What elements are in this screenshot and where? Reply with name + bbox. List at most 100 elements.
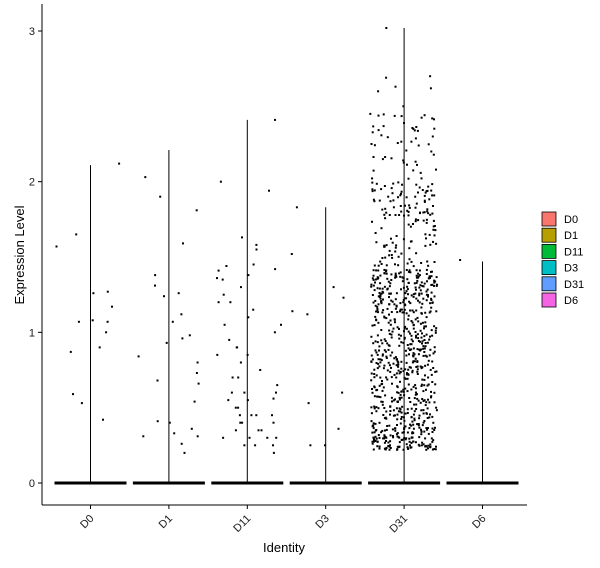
data-point [422, 412, 425, 415]
data-point [425, 448, 428, 451]
data-point [422, 390, 425, 393]
data-point [414, 441, 417, 444]
violin-group-d6 [446, 259, 519, 485]
data-point [411, 321, 414, 324]
data-point [377, 395, 380, 398]
data-point [387, 361, 390, 364]
data-point [421, 302, 424, 305]
data-point [428, 311, 431, 314]
data-point [391, 400, 393, 403]
data-point [412, 355, 415, 358]
data-point [374, 340, 377, 343]
data-point [388, 254, 391, 257]
data-point [428, 416, 431, 419]
data-point [375, 241, 378, 244]
data-point [266, 436, 269, 439]
data-point [402, 388, 405, 391]
y-tick-label: 0 [29, 478, 35, 490]
data-point [385, 410, 388, 413]
data-point [342, 296, 345, 299]
data-point [396, 435, 399, 438]
data-point [414, 286, 417, 289]
data-point [428, 233, 431, 236]
legend-swatch-d31 [541, 276, 557, 292]
data-point [370, 406, 373, 409]
data-point [391, 428, 394, 431]
data-point [422, 409, 425, 412]
data-point [390, 396, 393, 399]
data-point [382, 386, 385, 389]
data-point [380, 359, 383, 362]
x-tick-label: D31 [387, 513, 410, 536]
data-point [142, 435, 145, 438]
data-point [425, 388, 427, 391]
data-point [390, 366, 392, 369]
data-point [431, 360, 434, 363]
data-point [394, 307, 397, 310]
data-point [392, 206, 395, 209]
data-point [384, 207, 387, 210]
data-point [422, 347, 425, 350]
data-point [415, 274, 418, 277]
data-point [425, 273, 428, 275]
data-point [392, 399, 395, 402]
data-point [370, 412, 373, 415]
data-point [421, 424, 424, 427]
data-point [424, 342, 427, 344]
data-point [275, 391, 277, 394]
data-point [408, 437, 411, 440]
data-point [374, 304, 377, 307]
data-point [409, 332, 411, 335]
data-point [399, 205, 402, 207]
data-point [405, 437, 408, 440]
data-point [422, 297, 425, 300]
data-point [400, 396, 403, 399]
data-point [394, 427, 396, 430]
data-point [379, 295, 382, 298]
data-point [402, 448, 405, 451]
data-point [393, 373, 396, 376]
data-point [400, 140, 403, 143]
data-point [399, 308, 402, 311]
data-point [432, 219, 435, 222]
data-point [407, 210, 410, 213]
data-point [423, 211, 426, 214]
data-point [421, 342, 423, 345]
data-point [406, 377, 409, 380]
data-point [409, 302, 412, 305]
data-point [405, 354, 408, 357]
data-point [423, 384, 426, 387]
data-point [407, 223, 410, 226]
data-point [424, 444, 427, 447]
data-point [374, 281, 376, 284]
data-point [415, 336, 417, 339]
data-point [386, 425, 389, 427]
data-point [376, 367, 379, 370]
data-point [388, 296, 390, 299]
data-point [390, 273, 393, 276]
data-point [271, 414, 273, 417]
data-point [435, 327, 438, 330]
data-point [429, 87, 432, 90]
data-point [341, 391, 344, 394]
data-point [381, 342, 384, 345]
data-point [374, 315, 377, 318]
data-point [433, 234, 436, 237]
data-point [425, 333, 428, 336]
data-point [394, 414, 396, 417]
data-point [418, 301, 421, 304]
data-point [407, 270, 410, 273]
data-point [388, 285, 391, 288]
data-point [427, 294, 429, 297]
data-point [409, 423, 412, 426]
data-point [371, 181, 374, 184]
data-point [423, 194, 426, 197]
data-point [410, 436, 413, 439]
data-point [402, 341, 405, 344]
data-point [410, 343, 413, 346]
data-point [424, 233, 427, 236]
data-point [388, 214, 391, 216]
data-point [422, 400, 425, 402]
data-point [190, 427, 193, 430]
data-point [431, 270, 433, 273]
